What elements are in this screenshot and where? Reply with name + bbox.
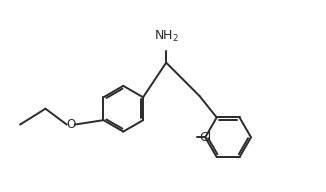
Text: O: O	[66, 118, 76, 131]
Text: NH$_2$: NH$_2$	[154, 28, 179, 44]
Text: Cl: Cl	[199, 131, 211, 144]
